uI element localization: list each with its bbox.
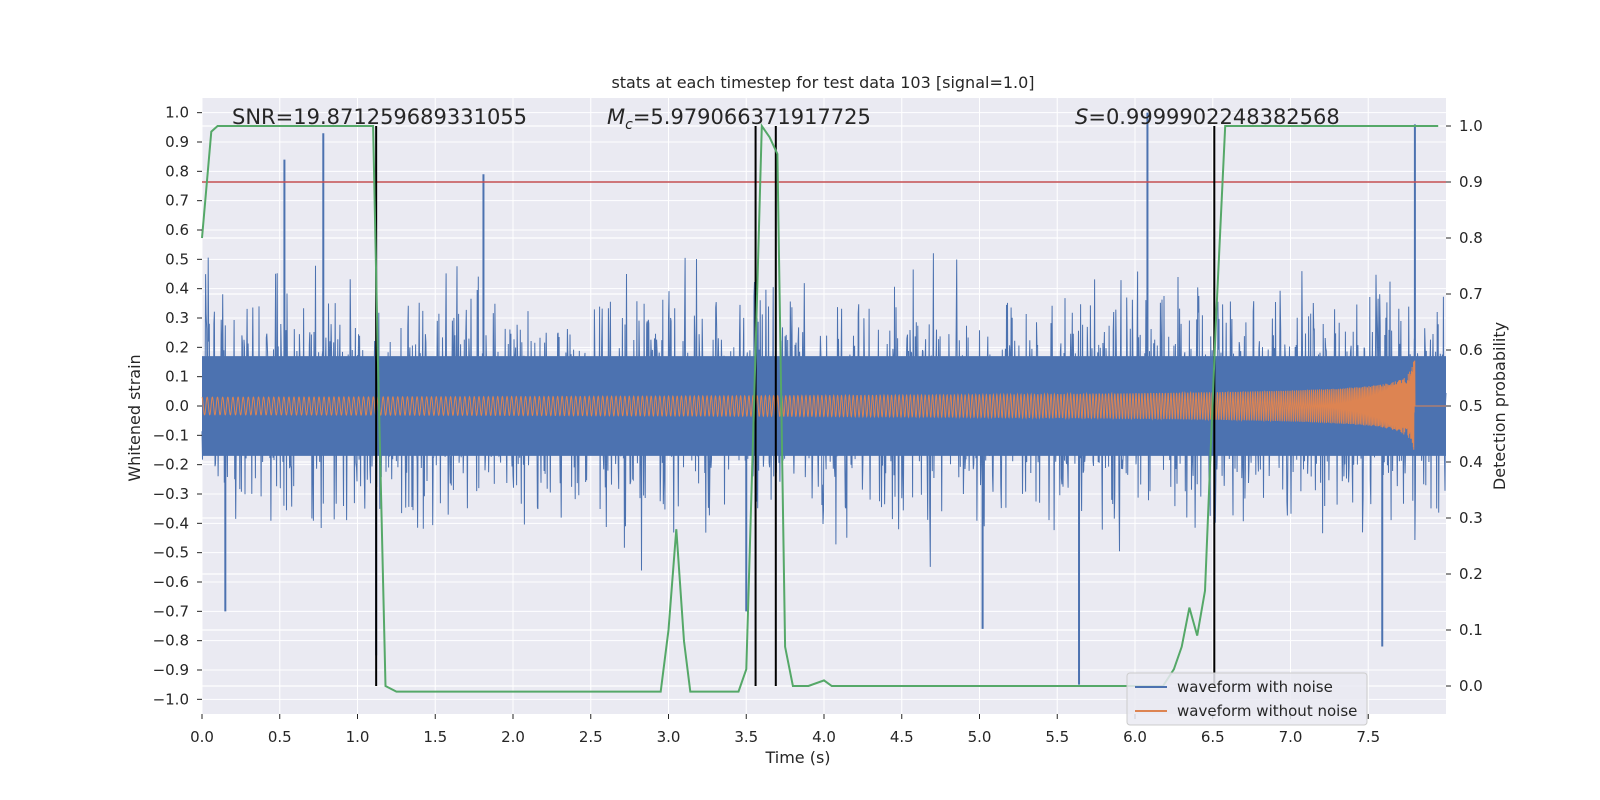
y-left-tick-label: −0.5 xyxy=(153,544,189,562)
y-left-tick-label: −0.8 xyxy=(153,632,189,650)
y-right-tick-label: 0.7 xyxy=(1459,285,1483,303)
y-left-tick-label: 0.3 xyxy=(165,309,189,327)
x-tick-label: 1.0 xyxy=(346,728,370,746)
y-left-tick-label: 0.6 xyxy=(165,221,189,239)
x-tick-label: 0.0 xyxy=(190,728,214,746)
y-right-tick-label: 0.4 xyxy=(1459,453,1483,471)
y-right-tick-label: 0.3 xyxy=(1459,509,1483,527)
y-right-tick-label: 0.1 xyxy=(1459,621,1483,639)
y-left-tick-label: 0.0 xyxy=(165,397,189,415)
y-right-tick-label: 0.2 xyxy=(1459,565,1483,583)
y-left-tick-labels: 1.0 0.9 0.8 0.7 0.6 0.5 0.4 0.3 0.2 0.1 0.0 −0.1 −0.… xyxy=(153,104,202,708)
y-right-tick-label: 0.9 xyxy=(1459,173,1483,191)
y-left-tick-label: 0.7 xyxy=(165,192,189,210)
y-right-tick-label: 0.8 xyxy=(1459,229,1483,247)
clean-waveform-line xyxy=(201,360,1446,450)
x-tick-label: 4.5 xyxy=(890,728,914,746)
x-tick-label: 3.5 xyxy=(734,728,758,746)
s-symbol: S xyxy=(1075,105,1088,129)
y-left-tick-label: −0.6 xyxy=(153,573,189,591)
s-annotation: S=0.9999902248382568 xyxy=(1075,105,1340,129)
y-left-tick-label: −0.7 xyxy=(153,602,189,620)
x-tick-label: 5.5 xyxy=(1045,728,1069,746)
x-tick-label: 6.5 xyxy=(1201,728,1225,746)
y-left-tick-label: 0.9 xyxy=(165,133,189,151)
y-left-tick-label: −0.4 xyxy=(153,514,189,532)
y-axis-label-left: Whitened strain xyxy=(125,354,144,481)
mc-symbol: M xyxy=(607,105,625,129)
y-left-tick-label: 0.5 xyxy=(165,250,189,268)
x-axis-label: Time (s) xyxy=(764,748,830,767)
y-right-tick-labels: 1.0 0.9 0.8 0.7 0.6 0.5 0.4 0.3 0.2 0.1 0.0 xyxy=(1446,117,1483,695)
y-left-tick-label: 0.2 xyxy=(165,338,189,356)
x-tick-label: 2.5 xyxy=(579,728,603,746)
x-tick-label: 7.0 xyxy=(1279,728,1303,746)
x-tick-label: 1.5 xyxy=(423,728,447,746)
y-left-tick-label: −0.3 xyxy=(153,485,189,503)
x-tick-label: 4.0 xyxy=(812,728,836,746)
legend-label-clean: waveform without noise xyxy=(1177,702,1357,720)
y-left-tick-label: −1.0 xyxy=(153,690,189,708)
x-tick-label: 7.5 xyxy=(1356,728,1380,746)
plot-area xyxy=(201,98,1447,714)
y-left-tick-label: −0.9 xyxy=(153,661,189,679)
legend-label-noise: waveform with noise xyxy=(1177,678,1333,696)
chirp-mass-annotation: Mc=5.979066371917725 xyxy=(607,105,871,133)
y-right-tick-label: 0.0 xyxy=(1459,677,1483,695)
y-left-tick-label: 0.8 xyxy=(165,162,189,180)
y-left-tick-label: −0.2 xyxy=(153,456,189,474)
y-right-tick-label: 0.5 xyxy=(1459,397,1483,415)
x-tick-label: 6.0 xyxy=(1123,728,1147,746)
y-axis-label-right: Detection probability xyxy=(1490,322,1509,490)
snr-annotation: SNR=19.871259689331055 xyxy=(232,105,527,129)
x-tick-label: 2.0 xyxy=(501,728,525,746)
probability-line xyxy=(201,122,1439,693)
y-right-tick-label: 1.0 xyxy=(1459,117,1483,135)
y-left-tick-label: 0.4 xyxy=(165,280,189,298)
y-left-tick-label: −0.1 xyxy=(153,426,189,444)
mc-value: =5.979066371917725 xyxy=(633,105,871,129)
x-tick-label: 3.0 xyxy=(657,728,681,746)
legend: waveform with noise waveform without noi… xyxy=(1126,672,1368,726)
y-left-tick-label: 1.0 xyxy=(165,104,189,122)
legend-box xyxy=(1126,672,1368,726)
x-tick-label: 5.0 xyxy=(968,728,992,746)
x-tick-label: 0.5 xyxy=(268,728,292,746)
chart-title: stats at each timestep for test data 103… xyxy=(611,73,1034,92)
y-right-tick-label: 0.6 xyxy=(1459,341,1483,359)
s-value: =0.9999902248382568 xyxy=(1088,105,1339,129)
y-left-tick-label: 0.1 xyxy=(165,368,189,386)
mc-subscript: c xyxy=(625,117,633,133)
